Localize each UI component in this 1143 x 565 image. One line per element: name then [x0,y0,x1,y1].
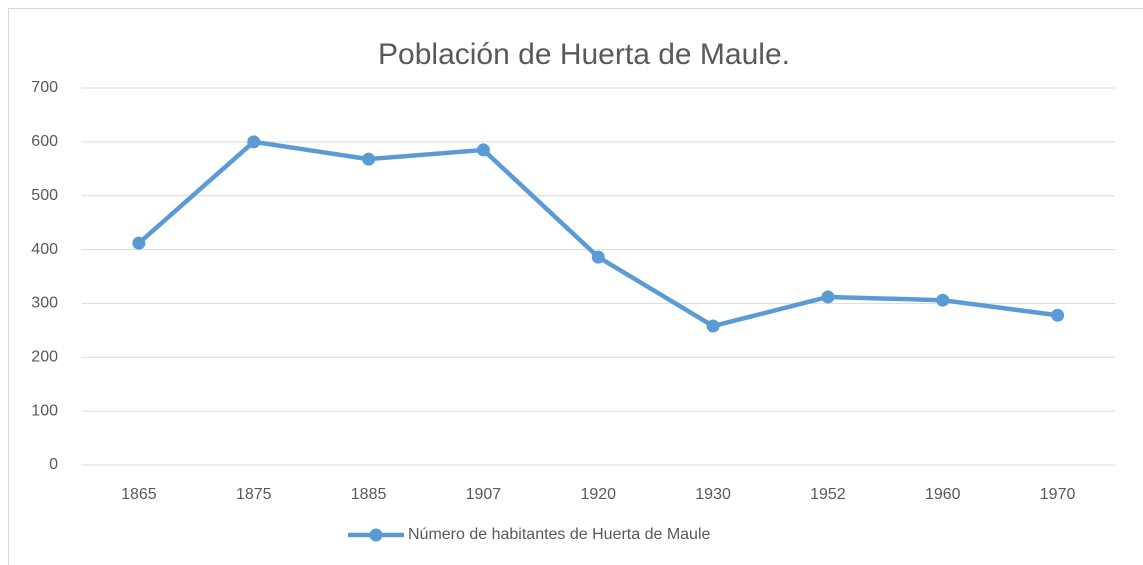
line [136,139,1060,329]
y-tick-label: 0 [49,456,58,473]
chart-title: Población de Huerta de Maule. [378,38,790,71]
point [591,250,605,264]
point [247,135,261,149]
x-tick-label: 1970 [1040,486,1076,503]
x-tick-label: 1960 [925,486,961,503]
y-tick-label: 200 [31,349,58,366]
x-tick-label: 1920 [580,486,616,503]
x-tick-label: 1907 [466,486,502,503]
x-tick-label: 1885 [351,486,387,503]
x-tick-label: 1865 [121,486,157,503]
x-tick-label: 1875 [236,486,272,503]
chart-border [8,8,1143,565]
y-tick-label: 100 [31,402,58,419]
y-tick-label: 400 [31,241,58,258]
legend-marker [369,528,383,542]
y-tick-label: 300 [31,295,58,312]
point [476,143,490,157]
point [936,293,950,307]
x-tick-label: 1952 [810,486,846,503]
point [362,152,376,166]
y-tick-label: 700 [31,79,58,96]
y-tick-label: 500 [31,187,58,204]
point [132,236,146,250]
point [821,290,835,304]
point [706,319,720,333]
point [1051,308,1065,322]
legend-label: Número de habitantes de Huerta de Maule [408,526,711,543]
x-tick-label: 1930 [695,486,731,503]
y-tick-label: 600 [31,133,58,150]
